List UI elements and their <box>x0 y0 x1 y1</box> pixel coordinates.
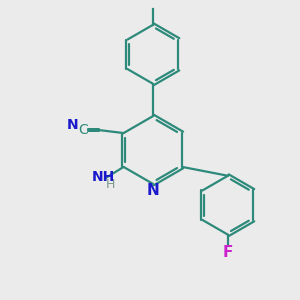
Text: C: C <box>78 122 88 136</box>
Text: NH: NH <box>92 169 115 184</box>
Text: N: N <box>147 183 159 198</box>
Text: F: F <box>223 245 233 260</box>
Text: N: N <box>67 118 79 132</box>
Text: H: H <box>106 178 115 191</box>
